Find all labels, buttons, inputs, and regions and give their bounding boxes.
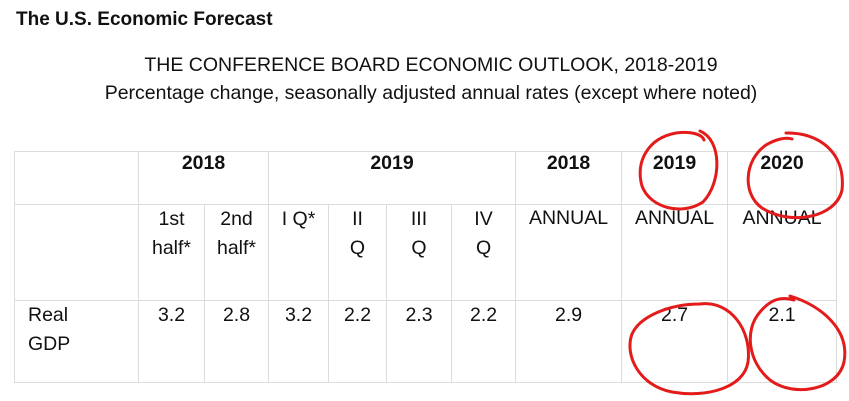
subheader-1st-half: 1st half* (138, 204, 205, 301)
cell-2019-q1: 3.2 (268, 300, 330, 383)
subheader-annual-2020: ANNUAL (727, 204, 838, 301)
cell-2018-2nd-half: 2.8 (203, 300, 270, 383)
subheader-empty-cell (14, 204, 139, 301)
forecast-table: 2018 2019 2018 2019 2020 1st half* 2nd hal… (14, 151, 838, 383)
subheader-q4: IV Q (451, 204, 517, 301)
subheader-q3: III Q (386, 204, 453, 301)
table-row: Real GDP 3.2 2.8 3.2 2.2 2.3 2.2 2.9 2.7 … (14, 300, 838, 383)
header-empty-cell (14, 151, 139, 205)
table-title: THE CONFERENCE BOARD ECONOMIC OUTLOOK, 2… (144, 54, 718, 76)
header-2020-annual: 2020 (727, 151, 838, 205)
year-header-row: 2018 2019 2018 2019 2020 (14, 151, 838, 205)
subheader-annual-2018: ANNUAL (515, 204, 623, 301)
subheader-annual-2019: ANNUAL (621, 204, 729, 301)
cell-2018-1st-half: 3.2 (138, 300, 205, 383)
cell-2019-q3: 2.3 (386, 300, 453, 383)
header-2018-halves: 2018 (137, 151, 270, 205)
subheader-q2: II Q (328, 204, 388, 301)
cell-2019-q2: 2.2 (328, 300, 388, 383)
cell-2018-annual: 2.9 (515, 300, 623, 383)
subheader-2nd-half: 2nd half* (203, 204, 270, 301)
table-subtitle: Percentage change, seasonally adjusted a… (104, 82, 758, 104)
cell-2020-annual: 2.1 (727, 300, 838, 383)
header-2019-annual: 2019 (621, 151, 729, 205)
period-header-row: 1st half* 2nd half* I Q* II Q III Q IV Q ANNU… (14, 204, 838, 301)
cell-2019-annual: 2.7 (621, 300, 729, 383)
cell-2019-q4: 2.2 (451, 300, 517, 383)
row-label-real-gdp: Real GDP (14, 300, 139, 383)
header-2018-annual: 2018 (515, 151, 623, 205)
subheader-q1: I Q* (268, 204, 330, 301)
page-heading: The U.S. Economic Forecast (16, 9, 273, 30)
header-2019-quarters: 2019 (268, 151, 517, 205)
